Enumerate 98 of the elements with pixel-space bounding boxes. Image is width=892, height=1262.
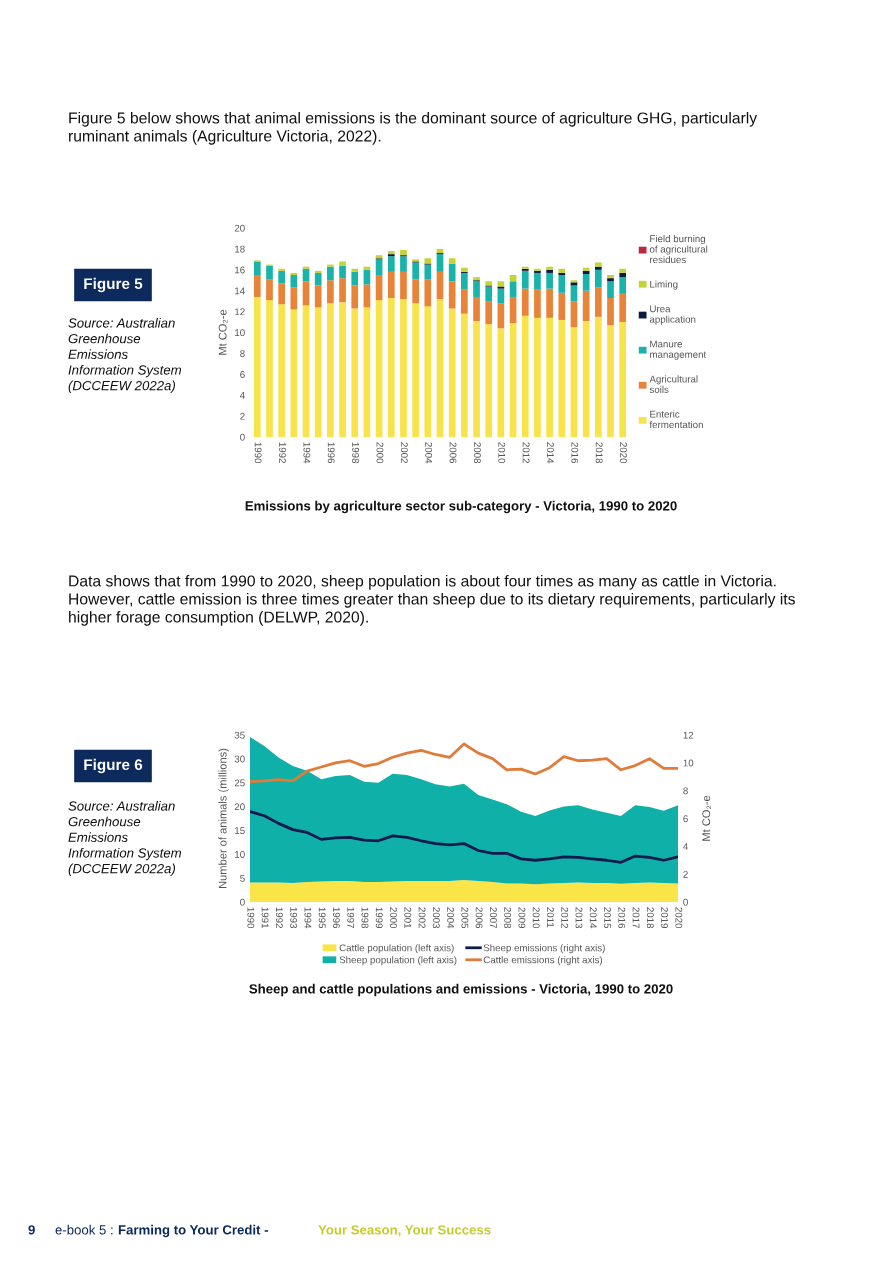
y-tick-label: 30 <box>234 755 245 763</box>
x-tick-label: 1990 <box>254 442 262 464</box>
y-tick-label: 12 <box>235 308 245 316</box>
x-tick-label: 2000 <box>390 907 397 929</box>
y-tick-label: 10 <box>235 851 245 858</box>
legend-label: Cattle emissions (right axis) <box>483 956 603 966</box>
x-tick-label: 1992 <box>275 907 283 928</box>
text: Emissions by agriculture sector sub-category - Victoria, 1990 to 2020 <box>245 500 677 514</box>
x-tick-label: 2007 <box>489 907 497 928</box>
x-tick-label: 2003 <box>432 907 440 929</box>
x-tick-label: 2012 <box>561 907 569 928</box>
caption: Figure 5 below shows that animal emissions is the dominant source of agriculture GHG, particularly ruminant animals (Agriculture Victoria, 2022). <box>69 112 758 145</box>
x-tick-label: 2006 <box>475 907 483 929</box>
x-tick-label: 1998 <box>352 442 360 464</box>
x-tick-label: 1991 <box>261 907 269 929</box>
y-tick-label: 0 <box>240 898 245 906</box>
x-tick-label: 2002 <box>418 907 426 928</box>
x-tick-label: 2016 <box>618 907 626 929</box>
y2-tick-label: 8 <box>683 787 688 795</box>
y-tick-label: 14 <box>235 287 245 295</box>
x-tick-label: 2019 <box>661 907 669 929</box>
x-tick-label: 2008 <box>504 907 512 929</box>
y2-tick-label: 12 <box>683 731 694 739</box>
legend-label: Manure management <box>650 340 707 360</box>
text: Farming to Your Credit - <box>118 1224 268 1238</box>
x-tick-label: 2012 <box>522 442 530 463</box>
x-tick-label: 1992 <box>279 442 286 463</box>
y-tick-label: 20 <box>234 803 245 811</box>
x-tick-label: 1995 <box>318 907 326 929</box>
x-tick-label: 1998 <box>361 907 369 929</box>
y-axis-title: Number of animals (millions) <box>218 748 229 888</box>
source-note: Source: Australian Greenhouse Emissions Information System (DCCEEW 2022a) <box>68 801 182 876</box>
caption: Figure 6 <box>84 758 143 774</box>
legend-label: Sheep emissions (right axis) <box>483 944 605 954</box>
text: e-book 5 : <box>55 1224 113 1235</box>
legend-label: Cattle population (left axis) <box>339 944 454 954</box>
x-tick-label: 2017 <box>632 907 640 928</box>
x-tick-label: 2001 <box>404 907 412 929</box>
y-tick-label: 8 <box>240 350 245 358</box>
text: Data shows that from 1990 to 2020, sheep population is about four times as many as cattle in Victoria. However, cattle emission is three times greater than sheep due to its dietary requirements, particularly its higher forage consumption (DELWP, 2020). <box>69 575 795 626</box>
x-tick-label: 2008 <box>473 442 481 464</box>
x-tick-label: 2018 <box>595 442 603 464</box>
x-tick-label: 2010 <box>498 442 506 464</box>
x-tick-label: 2014 <box>547 442 554 464</box>
y2-tick-label: 6 <box>683 815 688 823</box>
legend-label: Field burning of agricultural residues <box>649 235 708 264</box>
x-tick-label: 2016 <box>571 442 579 464</box>
y2-tick-label: 0 <box>683 898 688 906</box>
x-tick-label: 2010 <box>532 907 540 929</box>
x-tick-label: 2018 <box>646 907 654 929</box>
y-axis-title: Mt CO₂-e <box>218 309 228 355</box>
x-tick-label: 1993 <box>290 907 298 929</box>
x-tick-label: 2006 <box>449 442 457 464</box>
text: Sheep and cattle populations and emissions - Victoria, 1990 to 2020 <box>249 983 673 997</box>
legend-label: Agricultural soils <box>649 375 698 393</box>
x-tick-label: 1996 <box>327 442 335 464</box>
x-tick-label: 1990 <box>247 907 255 929</box>
y-tick-label: 25 <box>234 779 245 787</box>
y-tick-label: 6 <box>240 371 245 378</box>
x-tick-label: 2004 <box>425 442 433 464</box>
y-tick-label: 15 <box>235 827 245 835</box>
x-tick-label: 1999 <box>375 907 383 929</box>
y-tick-label: 35 <box>234 731 245 739</box>
x-tick-label: 2009 <box>518 907 526 929</box>
x-tick-label: 2013 <box>575 907 583 929</box>
y2-axis-title: Mt CO₂-e <box>702 795 712 841</box>
x-tick-label: 2005 <box>461 907 469 929</box>
source-note: Source: Australian Greenhouse Emissions Information System (DCCEEW 2022a) <box>68 318 182 393</box>
x-tick-label: 2002 <box>400 442 408 463</box>
y-tick-label: 0 <box>240 433 245 441</box>
legend-label: Liming <box>650 280 678 290</box>
y-tick-label: 4 <box>239 392 245 399</box>
y-tick-label: 5 <box>240 874 245 882</box>
text: Your Season, Your Success <box>318 1225 491 1237</box>
x-tick-label: 1994 <box>303 442 311 464</box>
legend-label: Enteric fermentation <box>649 410 703 429</box>
y2-tick-label: 2 <box>683 870 688 878</box>
legend-label: Urea application <box>649 305 696 325</box>
y-tick-label: 18 <box>235 245 245 253</box>
x-tick-label: 2020 <box>620 442 627 464</box>
y-tick-label: 2 <box>240 412 245 420</box>
x-tick-label: 1994 <box>304 907 312 929</box>
text: 9 <box>28 1225 35 1235</box>
x-tick-label: 1997 <box>347 907 355 928</box>
y2-tick-label: 10 <box>683 759 694 767</box>
y-tick-label: 16 <box>235 266 245 274</box>
y-tick-label: 10 <box>235 329 245 337</box>
x-tick-label: 2000 <box>376 442 384 464</box>
x-tick-label: 2015 <box>604 907 611 929</box>
x-tick-label: 2014 <box>589 907 597 929</box>
caption: Figure 5 <box>84 277 143 293</box>
y-tick-label: 20 <box>234 224 245 232</box>
x-tick-label: 2011 <box>546 907 554 928</box>
x-tick-label: 2004 <box>447 907 455 929</box>
x-tick-label: 1996 <box>332 907 340 929</box>
legend-label: Sheep population (left axis) <box>339 956 457 966</box>
y2-tick-label: 4 <box>683 843 688 850</box>
x-tick-label: 2020 <box>675 907 683 929</box>
